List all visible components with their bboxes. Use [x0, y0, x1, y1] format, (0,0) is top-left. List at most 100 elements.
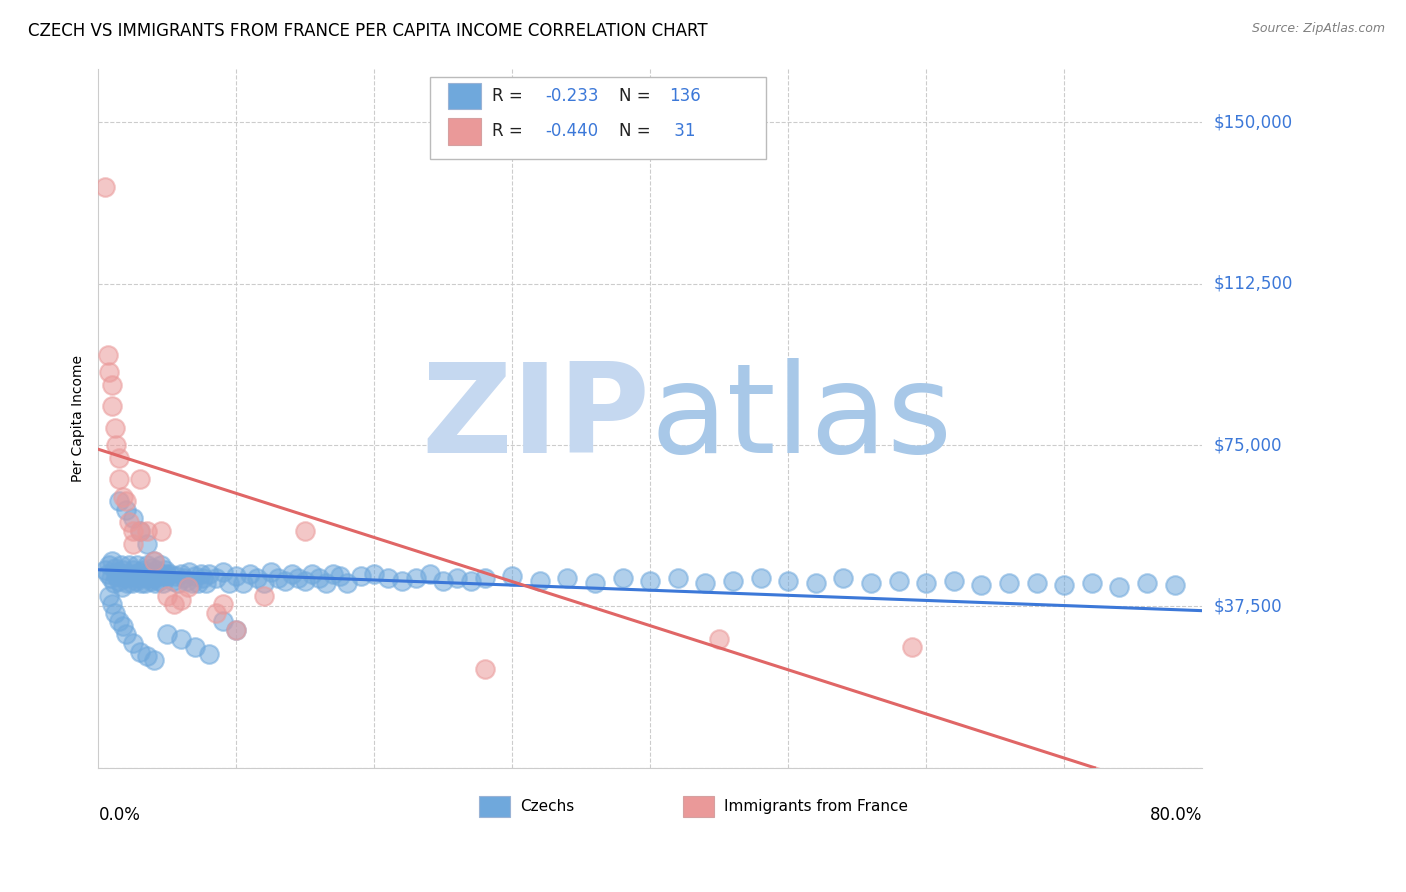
Point [460, 574, 482, 588]
Point [184, 569, 207, 583]
Point [377, 571, 399, 585]
Point [193, 571, 215, 585]
Point [432, 574, 454, 588]
Point [184, 640, 207, 655]
Text: 136: 136 [669, 87, 700, 105]
Point [218, 575, 240, 590]
Point [128, 565, 150, 579]
Point [122, 524, 145, 538]
Point [1108, 580, 1130, 594]
Point [749, 571, 772, 585]
Point [211, 597, 233, 611]
Point [170, 632, 193, 646]
Point [804, 575, 827, 590]
Point [1080, 575, 1102, 590]
FancyBboxPatch shape [683, 796, 714, 817]
Point [156, 569, 179, 583]
Point [146, 567, 169, 582]
Point [108, 574, 131, 588]
Point [121, 575, 143, 590]
Point [666, 571, 689, 585]
Point [115, 494, 138, 508]
Point [246, 571, 269, 585]
Point [94, 563, 117, 577]
Text: $150,000: $150,000 [1213, 113, 1292, 131]
Point [267, 571, 290, 585]
Point [557, 571, 579, 585]
Point [142, 571, 165, 585]
Point [128, 472, 150, 486]
Point [115, 502, 138, 516]
Point [112, 490, 135, 504]
Point [225, 623, 247, 637]
Point [405, 571, 427, 585]
Point [155, 567, 177, 582]
Point [115, 567, 138, 582]
Point [529, 574, 551, 588]
Point [179, 565, 201, 579]
Point [100, 571, 122, 585]
Point [198, 647, 221, 661]
Point [170, 593, 193, 607]
Point [112, 563, 135, 577]
Point [97, 348, 120, 362]
Point [832, 571, 855, 585]
Point [117, 575, 139, 590]
Point [176, 574, 198, 588]
Point [709, 632, 731, 646]
Point [232, 575, 254, 590]
Point [159, 567, 181, 582]
Point [101, 377, 124, 392]
Point [142, 554, 165, 568]
Point [143, 575, 166, 590]
Point [153, 563, 176, 577]
Text: R =: R = [492, 87, 529, 105]
Point [105, 569, 128, 583]
Point [138, 567, 160, 582]
FancyBboxPatch shape [449, 83, 481, 109]
Point [107, 565, 129, 579]
Point [638, 574, 661, 588]
Point [101, 554, 124, 568]
Point [583, 575, 606, 590]
Text: 80.0%: 80.0% [1150, 806, 1202, 824]
Point [104, 560, 127, 574]
Point [141, 560, 163, 574]
Point [173, 571, 195, 585]
Point [101, 399, 124, 413]
Point [162, 574, 184, 588]
Point [105, 438, 128, 452]
Y-axis label: Per Capita Income: Per Capita Income [72, 355, 86, 482]
Point [273, 574, 295, 588]
Text: ZIP: ZIP [422, 358, 650, 479]
Point [131, 563, 153, 577]
Point [135, 558, 157, 573]
Point [198, 567, 221, 582]
Point [474, 571, 496, 585]
Point [114, 571, 136, 585]
Point [260, 565, 283, 579]
Point [135, 648, 157, 663]
Point [349, 569, 371, 583]
Point [253, 589, 276, 603]
Text: N =: N = [620, 122, 657, 140]
Point [211, 565, 233, 579]
Point [915, 575, 938, 590]
Point [103, 575, 125, 590]
Point [901, 640, 924, 655]
Text: atlas: atlas [650, 358, 952, 479]
Text: Czechs: Czechs [520, 798, 574, 814]
Point [135, 524, 157, 538]
Point [336, 575, 359, 590]
Point [108, 450, 131, 465]
Text: N =: N = [620, 87, 657, 105]
Text: -0.233: -0.233 [546, 87, 599, 105]
Point [501, 569, 523, 583]
Point [322, 567, 344, 582]
Point [177, 580, 200, 594]
Point [391, 574, 413, 588]
Text: -0.440: -0.440 [546, 122, 599, 140]
Point [1025, 575, 1047, 590]
Point [118, 558, 141, 573]
FancyBboxPatch shape [429, 77, 766, 160]
